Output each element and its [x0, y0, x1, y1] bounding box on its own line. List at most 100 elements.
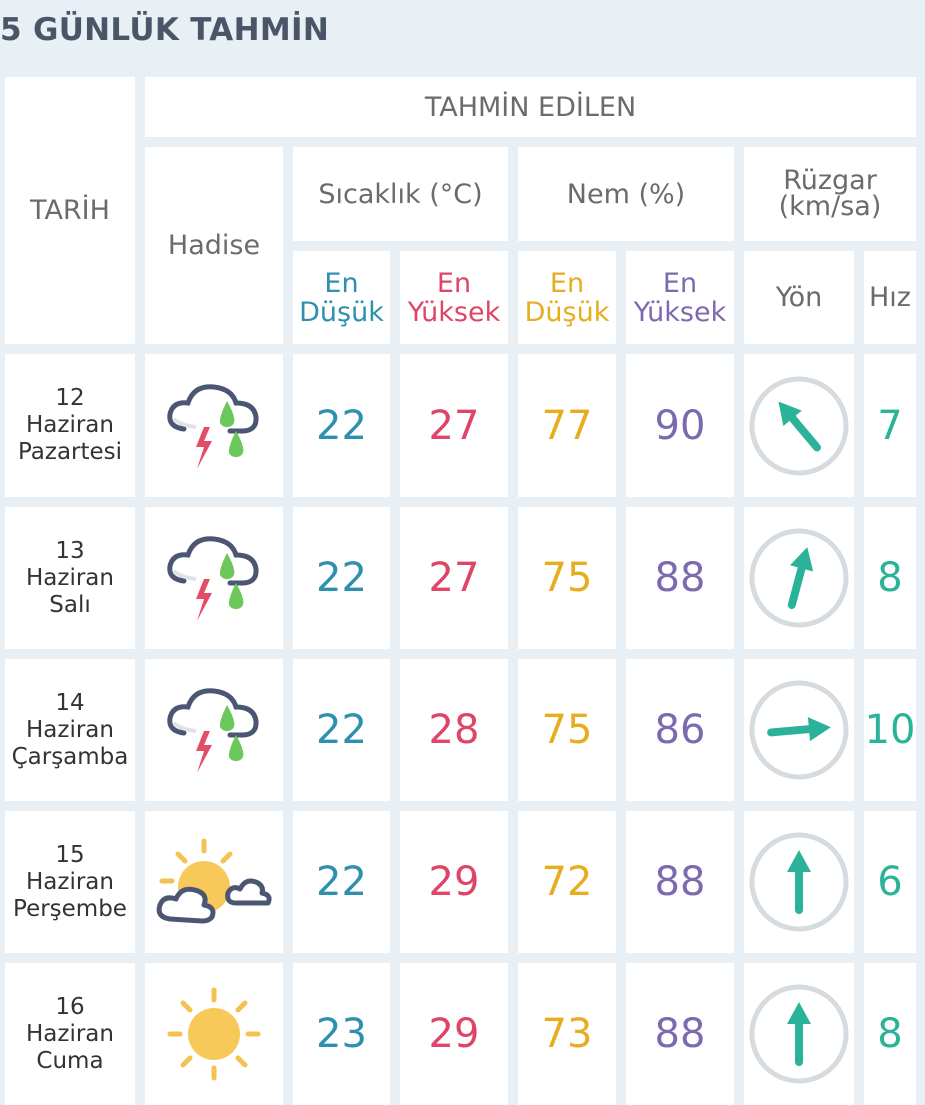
date-cell: 15 Haziran Perşembe	[5, 811, 135, 953]
month: Haziran	[26, 564, 114, 591]
temp-min-cell: 22	[293, 811, 390, 953]
month: Haziran	[26, 868, 114, 895]
event-cell	[145, 963, 283, 1105]
temp-max-cell: 29	[400, 811, 508, 953]
date-cell: 14 Haziran Çarşamba	[5, 659, 135, 801]
wind-direction-cell	[744, 963, 854, 1105]
temp-max-cell: 27	[400, 507, 508, 649]
date-cell: 16 Haziran Cuma	[5, 963, 135, 1105]
hum-min-cell: 77	[518, 354, 616, 497]
date-cell: 12 Haziran Pazartesi	[5, 354, 135, 497]
hum-max: 90	[654, 402, 706, 449]
hum-max: 88	[654, 859, 706, 905]
thunderstorm-rain-icon	[164, 381, 264, 471]
temp-max: 28	[428, 707, 480, 753]
wind-speed: 7	[877, 402, 903, 449]
forecast-table: TARİH TAHMİN EDİLEN Hadise Sıcaklık (°C)…	[5, 77, 916, 1105]
date-cell: 13 Haziran Salı	[5, 507, 135, 649]
temp-min-cell: 22	[293, 659, 390, 801]
wind-speed-cell: 8	[864, 507, 916, 649]
wind-direction-cell	[744, 507, 854, 649]
hum-max: 88	[654, 555, 706, 601]
header-date: TARİH	[5, 77, 135, 344]
day: 14	[55, 689, 85, 716]
wind-direction-cell	[744, 811, 854, 953]
header-humidity: Nem (%)	[518, 147, 734, 241]
temp-max-cell: 27	[400, 354, 508, 497]
hum-max-cell: 88	[626, 963, 734, 1105]
header-event: Hadise	[145, 147, 283, 344]
temp-max: 29	[428, 1011, 480, 1057]
event-cell	[145, 811, 283, 953]
event-cell	[145, 354, 283, 497]
temp-max-cell: 29	[400, 963, 508, 1105]
month: Haziran	[26, 716, 114, 743]
day: 13	[55, 537, 85, 564]
wind-speed: 8	[877, 1011, 903, 1057]
temp-max: 27	[428, 402, 480, 449]
hum-min: 75	[541, 555, 593, 601]
hum-max-cell: 86	[626, 659, 734, 801]
wind-speed-cell: 7	[864, 354, 916, 497]
weekday: Çarşamba	[11, 743, 129, 770]
wind-speed: 8	[877, 555, 903, 601]
hum-max: 86	[654, 707, 706, 753]
wind-speed: 6	[877, 859, 903, 905]
temp-min: 22	[316, 555, 367, 601]
hum-min: 77	[541, 402, 593, 449]
temp-min-cell: 22	[293, 507, 390, 649]
hum-min: 75	[541, 707, 593, 753]
wind-arrow-icon	[747, 526, 851, 630]
temp-min-cell: 23	[293, 963, 390, 1105]
hum-min-cell: 72	[518, 811, 616, 953]
event-cell	[145, 507, 283, 649]
header-hum-min: En Düşük	[518, 251, 616, 344]
event-cell	[145, 659, 283, 801]
weekday: Cuma	[36, 1047, 104, 1074]
wind-speed-cell: 8	[864, 963, 916, 1105]
wind-arrow-icon	[747, 830, 851, 934]
hum-min-cell: 75	[518, 507, 616, 649]
day: 16	[55, 993, 85, 1020]
header-temperature: Sıcaklık (°C)	[293, 147, 508, 241]
temp-max: 27	[428, 555, 480, 601]
header-wind: Rüzgar (km/sa)	[744, 147, 916, 241]
header-temp-max: En Yüksek	[400, 251, 508, 344]
thunderstorm-rain-icon	[164, 685, 264, 775]
wind-speed-cell: 6	[864, 811, 916, 953]
temp-max: 29	[428, 859, 480, 905]
thunderstorm-rain-icon	[164, 533, 264, 623]
hum-max-cell: 90	[626, 354, 734, 497]
month: Haziran	[26, 412, 114, 438]
header-temp-min: En Düşük	[293, 251, 390, 344]
header-speed: Hız	[864, 251, 916, 344]
hum-max: 88	[654, 1011, 706, 1057]
wind-direction-cell	[744, 354, 854, 497]
temp-min: 22	[316, 859, 367, 905]
wind-speed-cell: 10	[864, 659, 916, 801]
temp-max-cell: 28	[400, 659, 508, 801]
day: 12	[55, 385, 85, 411]
wind-arrow-icon	[747, 982, 851, 1086]
wind-speed: 10	[864, 707, 916, 753]
wind-arrow-icon	[747, 374, 851, 478]
page-title: 5 GÜNLÜK TAHMİN	[0, 12, 330, 48]
day: 15	[55, 841, 85, 868]
temp-min-cell: 22	[293, 354, 390, 497]
temp-min: 22	[316, 707, 367, 753]
temp-min: 23	[316, 1011, 367, 1057]
sunny-icon	[164, 984, 264, 1084]
month: Haziran	[26, 1020, 114, 1047]
wind-direction-cell	[744, 659, 854, 801]
weekday: Pazartesi	[17, 439, 123, 465]
weekday: Perşembe	[13, 895, 127, 922]
hum-min: 73	[541, 1011, 593, 1057]
partly-cloudy-icon	[154, 837, 274, 927]
hum-max-cell: 88	[626, 507, 734, 649]
header-direction: Yön	[744, 251, 854, 344]
hum-max-cell: 88	[626, 811, 734, 953]
weekday: Salı	[49, 591, 91, 618]
hum-min: 72	[541, 859, 593, 905]
hum-min-cell: 75	[518, 659, 616, 801]
header-predicted: TAHMİN EDİLEN	[145, 77, 916, 137]
